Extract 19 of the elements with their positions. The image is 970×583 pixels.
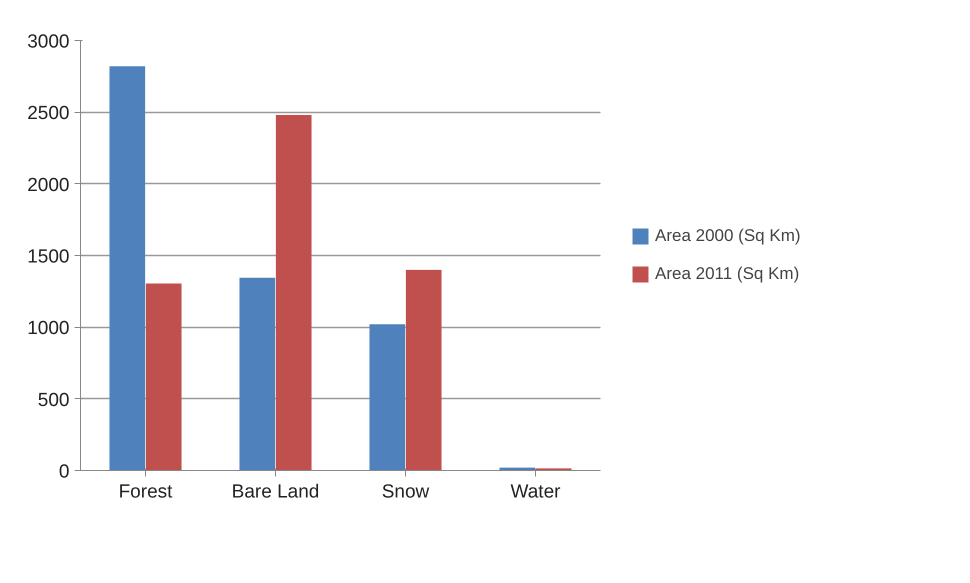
x-tick-label: Water xyxy=(510,482,562,502)
bar xyxy=(369,324,406,470)
legend-label: Area 2000 (Sq Km) xyxy=(655,226,801,246)
legend-label: Area 2011 (Sq Km) xyxy=(655,264,800,284)
x-tick-label: Bare Land xyxy=(232,482,320,502)
bar xyxy=(276,115,312,470)
y-tick-label: 1500 xyxy=(27,246,70,268)
x-tick-label: Forest xyxy=(118,482,174,502)
y-tick-label: 2500 xyxy=(27,103,70,124)
bar xyxy=(239,278,276,470)
x-tick-label: Snow xyxy=(382,482,430,502)
bar xyxy=(146,283,182,470)
bar xyxy=(109,66,146,470)
y-tick-label: 0 xyxy=(58,462,70,482)
y-tick-label: 2000 xyxy=(27,174,70,196)
y-tick-label: 3000 xyxy=(27,32,70,52)
y-tick-label: 500 xyxy=(38,390,70,411)
bar xyxy=(406,270,442,470)
y-tick-label: 1000 xyxy=(27,318,70,340)
